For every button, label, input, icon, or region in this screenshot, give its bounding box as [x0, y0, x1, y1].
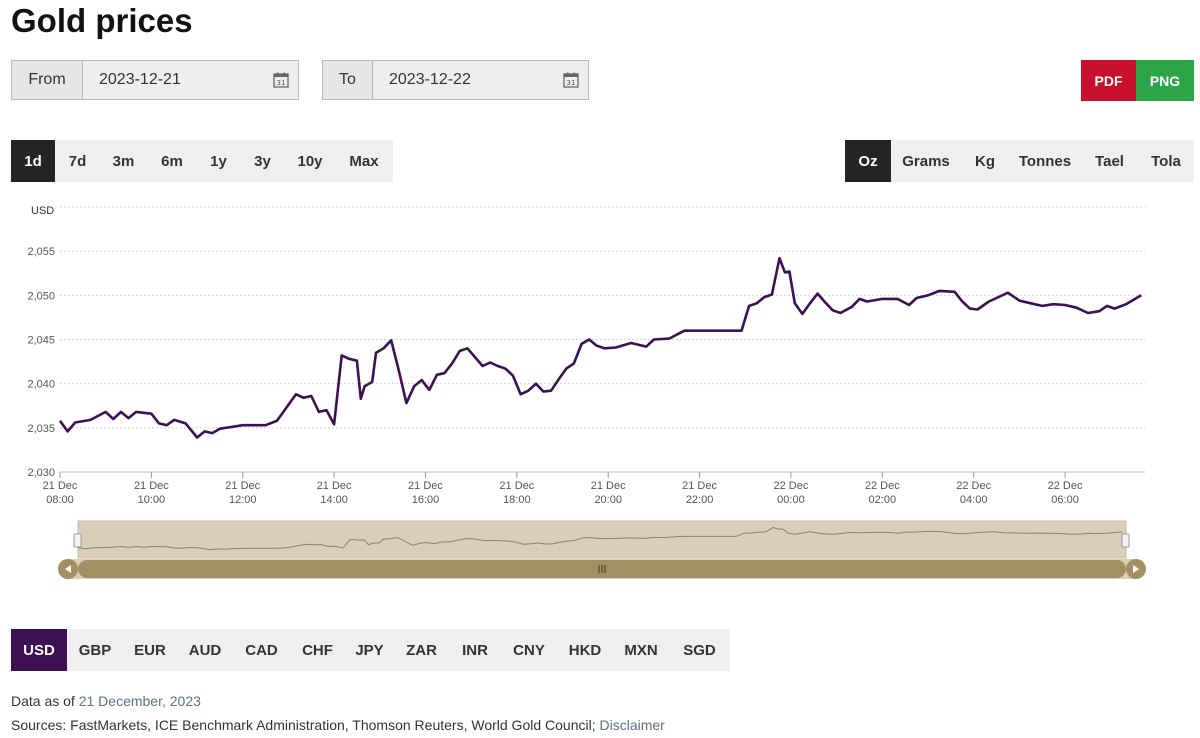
- currency-tab-zar[interactable]: ZAR: [406, 641, 437, 659]
- x-tick-label-day: 21 Dec: [499, 480, 534, 492]
- x-tick-label-time: 22:00: [686, 494, 714, 506]
- currency-tabs: USD GBP EUR AUD CAD CHF JPY ZAR INR CNY HKD MXN SGD: [11, 629, 730, 671]
- range-tab-3m[interactable]: 3m: [112, 152, 135, 170]
- x-tick-label-time: 18:00: [503, 494, 531, 506]
- to-date-value: 2023-12-22: [389, 71, 471, 88]
- data-as-of-label: Data as of: [11, 693, 75, 709]
- x-tick-label-day: 22 Dec: [956, 480, 991, 492]
- sources-text: Sources: FastMarkets, ICE Benchmark Admi…: [11, 717, 596, 733]
- y-tick-label: 2,050: [27, 290, 55, 302]
- gold-price-chart[interactable]: USD 2,030 2,035 2,040 2,045 2,050 2,055 21 Dec 0…: [0, 196, 1200, 596]
- data-as-of: Data as of 21 December, 2023: [11, 693, 201, 709]
- png-export-button[interactable]: PNG: [1136, 60, 1194, 101]
- currency-tab-jpy[interactable]: JPY: [355, 641, 384, 659]
- chevron-left-icon: [65, 565, 71, 573]
- price-line: [58, 256, 1142, 439]
- currency-tab-usd[interactable]: USD: [11, 629, 67, 671]
- currency-tab-hkd[interactable]: HKD: [568, 641, 602, 659]
- calendar-icon[interactable]: 31: [273, 72, 289, 88]
- range-tab-7d[interactable]: 7d: [68, 152, 87, 170]
- unit-tab-kg[interactable]: Kg: [975, 152, 995, 170]
- currency-tab-cny[interactable]: CNY: [513, 641, 545, 659]
- x-tick-label-day: 21 Dec: [134, 480, 169, 492]
- from-date-value: 2023-12-21: [99, 71, 181, 88]
- time-range-tabs: 1d 7d 3m 6m 1y 3y 10y Max: [11, 140, 393, 182]
- range-tab-6m[interactable]: 6m: [161, 152, 183, 170]
- x-tick-label-time: 02:00: [869, 494, 897, 506]
- calendar-icon[interactable]: 31: [563, 72, 579, 88]
- navigator-left-handle: [73, 533, 82, 548]
- x-tick-label-day: 21 Dec: [408, 480, 443, 492]
- x-tick-label-time: 04:00: [960, 494, 988, 506]
- currency-tab-aud[interactable]: AUD: [188, 641, 222, 659]
- grip-icon: [598, 565, 606, 573]
- sources-line: Sources: FastMarkets, ICE Benchmark Admi…: [11, 717, 665, 733]
- x-tick-label-time: 10:00: [138, 494, 166, 506]
- x-tick-label-time: 06:00: [1051, 494, 1079, 506]
- y-tick-label: 2,045: [27, 335, 55, 347]
- x-tick-label-day: 21 Dec: [591, 480, 626, 492]
- x-tick-label-time: 12:00: [229, 494, 257, 506]
- currency-tab-inr[interactable]: INR: [462, 641, 488, 659]
- y-tick-label: 2,030: [27, 467, 55, 479]
- range-tab-max[interactable]: Max: [349, 152, 379, 170]
- x-tick-label-day: 21 Dec: [225, 480, 260, 492]
- from-date-input[interactable]: 2023-12-21 31: [83, 61, 298, 99]
- from-label: From: [12, 61, 83, 99]
- y-tick-label: 2,055: [27, 246, 55, 258]
- x-tick-label-time: 16:00: [412, 494, 440, 506]
- navigator-series: [77, 526, 1123, 551]
- pdf-export-button[interactable]: PDF: [1081, 60, 1136, 101]
- y-tick-label: 2,040: [27, 379, 55, 391]
- y-tick-label: 2,035: [27, 423, 55, 435]
- to-date-picker[interactable]: To 2023-12-22 31: [322, 60, 589, 100]
- unit-tab-grams[interactable]: Grams: [902, 152, 950, 170]
- disclaimer-link[interactable]: Disclaimer: [599, 717, 665, 733]
- x-tick-label-time: 20:00: [594, 494, 622, 506]
- unit-tab-tonnes[interactable]: Tonnes: [1018, 152, 1072, 170]
- x-tick-label-day: 21 Dec: [317, 480, 352, 492]
- x-tick-label-time: 08:00: [46, 494, 74, 506]
- page-title: Gold prices: [11, 2, 193, 39]
- svg-text:31: 31: [567, 79, 576, 87]
- to-date-input[interactable]: 2023-12-22 31: [373, 61, 588, 99]
- export-buttons: PDF PNG: [1081, 60, 1194, 101]
- x-tick-label-day: 22 Dec: [1048, 480, 1083, 492]
- to-label: To: [323, 61, 373, 99]
- weight-unit-tabs: Oz Grams Kg Tonnes Tael Tola: [845, 140, 1194, 182]
- x-tick-label-day: 21 Dec: [682, 480, 717, 492]
- y-axis-label: USD: [31, 205, 54, 217]
- x-tick-label-day: 22 Dec: [774, 480, 809, 492]
- range-tab-3y[interactable]: 3y: [254, 152, 271, 170]
- unit-tab-tael[interactable]: Tael: [1095, 152, 1124, 170]
- x-tick-label-day: 22 Dec: [865, 480, 900, 492]
- x-tick-label-day: 21 Dec: [43, 480, 78, 492]
- currency-tab-gbp[interactable]: GBP: [78, 641, 112, 659]
- currency-tab-sgd[interactable]: SGD: [683, 641, 716, 659]
- currency-tab-cad[interactable]: CAD: [245, 641, 278, 659]
- currency-tab-eur[interactable]: EUR: [134, 641, 166, 659]
- data-as-of-date: 21 December, 2023: [78, 693, 201, 709]
- chevron-right-icon: [1133, 565, 1139, 573]
- unit-tab-oz[interactable]: Oz: [845, 140, 891, 182]
- x-tick-label-time: 14:00: [320, 494, 348, 506]
- from-date-picker[interactable]: From 2023-12-21 31: [11, 60, 299, 100]
- svg-text:31: 31: [277, 79, 286, 87]
- navigator-right-handle: [1121, 533, 1130, 548]
- x-tick-label-time: 00:00: [777, 494, 805, 506]
- currency-tab-chf[interactable]: CHF: [302, 641, 333, 659]
- range-tab-1y[interactable]: 1y: [210, 152, 227, 170]
- currency-tab-mxn[interactable]: MXN: [624, 641, 658, 659]
- navigator-window: [77, 520, 1127, 559]
- unit-tab-tola[interactable]: Tola: [1151, 152, 1181, 170]
- range-tab-1d[interactable]: 1d: [11, 140, 55, 182]
- range-tab-10y[interactable]: 10y: [297, 152, 323, 170]
